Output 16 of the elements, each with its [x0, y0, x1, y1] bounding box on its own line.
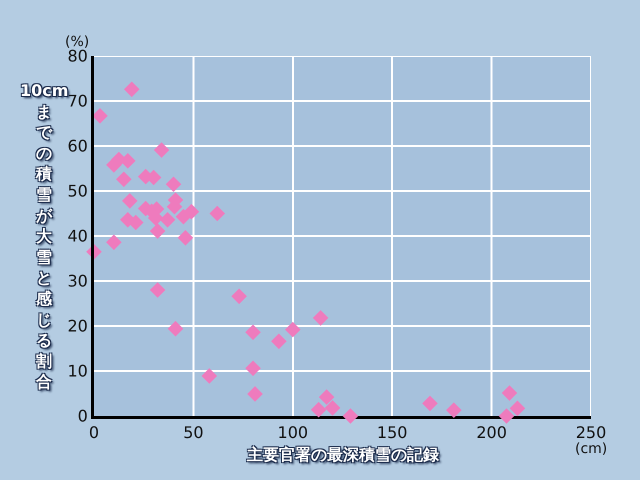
y-tick-label: 20: [67, 316, 88, 336]
y-tick-label: 60: [67, 136, 88, 156]
x-tick-label: 100: [278, 423, 308, 442]
y-tick-label: 70: [67, 92, 88, 111]
y-tick-label: 30: [67, 272, 88, 291]
x-tick-label: 50: [183, 423, 204, 442]
y-tick-label: 40: [67, 226, 88, 246]
x-tick-label: 150: [376, 423, 408, 442]
text: (cm): [575, 441, 608, 457]
x-tick-label: 200: [476, 423, 507, 442]
x-tick-label: 250: [576, 423, 606, 442]
text: 10cmまでの積雪が大雪と感じる割合: [20, 81, 68, 392]
y-tick-label: 50: [67, 182, 88, 201]
x-axis-title: 主要官署の最深積雪の記録: [246, 445, 439, 464]
y-tick-label: 0: [78, 406, 88, 426]
y-tick-label: 10: [67, 362, 88, 381]
